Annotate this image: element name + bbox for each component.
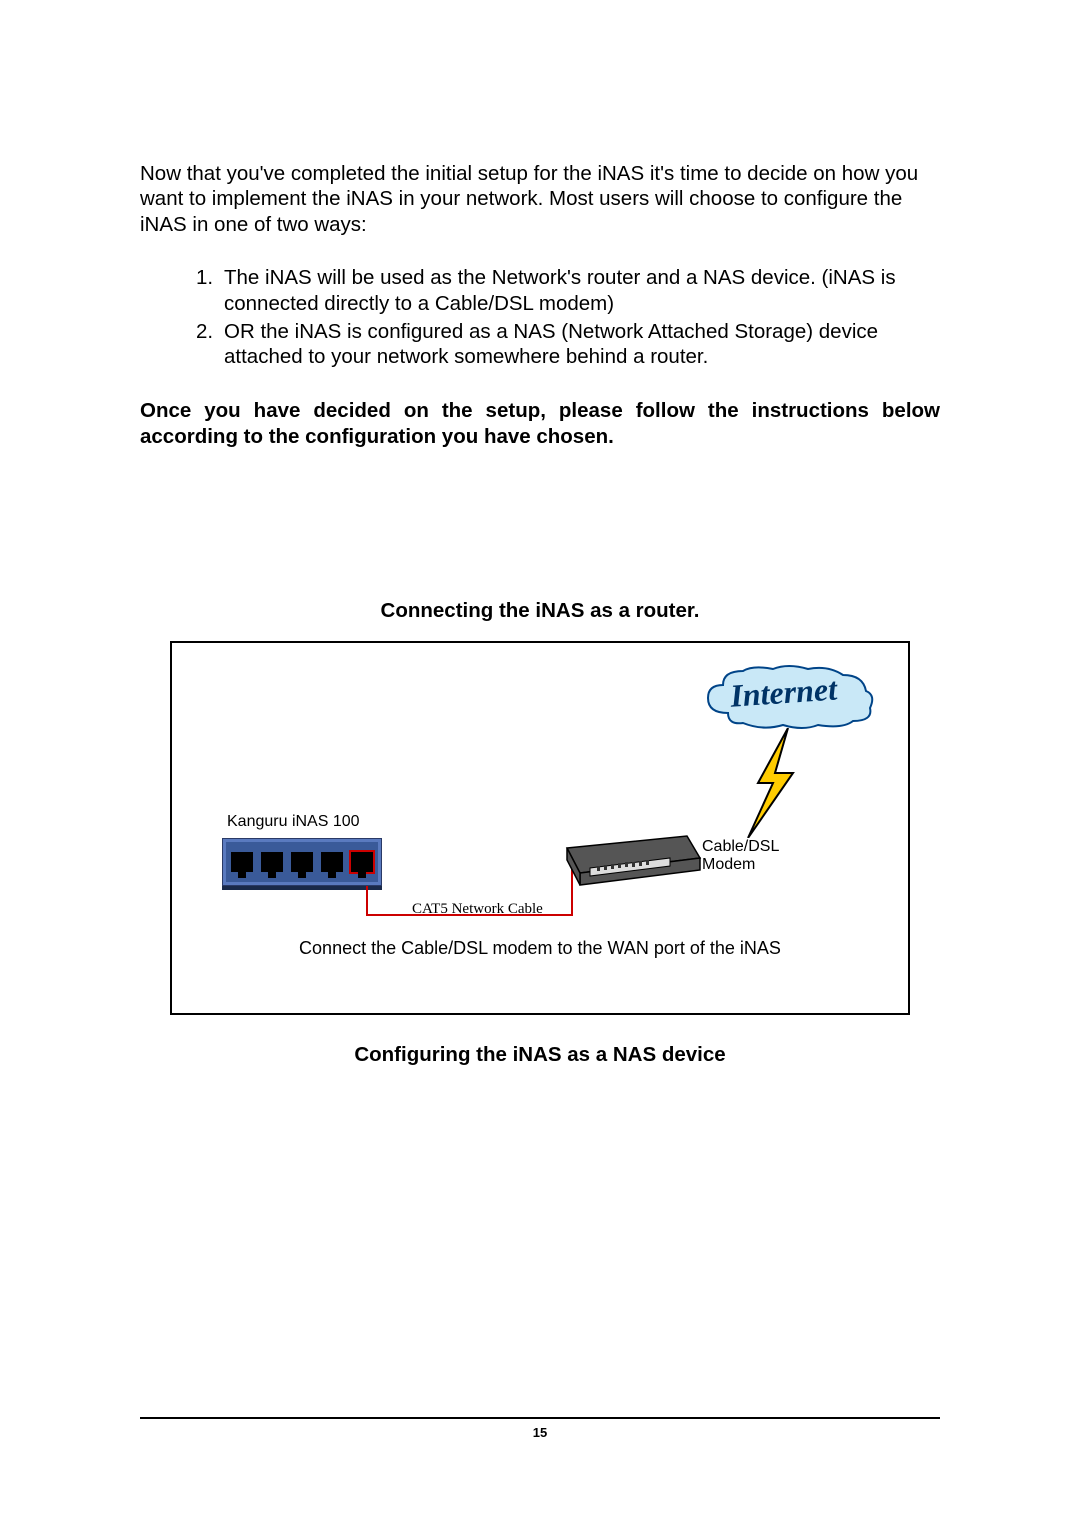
list-item: 1. The iNAS will be used as the Network'… bbox=[196, 265, 940, 316]
section-title-router: Connecting the iNAS as a router. bbox=[140, 599, 940, 623]
bold-instruction: Once you have decided on the setup, plea… bbox=[140, 398, 940, 449]
page-number: 15 bbox=[140, 1425, 940, 1440]
cable-label: CAT5 Network Cable bbox=[412, 901, 543, 918]
modem-label: Cable/DSL Modem bbox=[702, 838, 779, 874]
footer-rule bbox=[140, 1417, 940, 1419]
list-number: 1. bbox=[196, 265, 224, 316]
list-text: The iNAS will be used as the Network's r… bbox=[224, 265, 940, 316]
diagram-caption: Connect the Cable/DSL modem to the WAN p… bbox=[172, 938, 908, 959]
modem-icon bbox=[552, 828, 702, 888]
connection-diagram: Internet Kanguru iNAS 100 CAT5 Network C… bbox=[170, 641, 910, 1015]
page-footer: 15 bbox=[140, 1417, 940, 1440]
intro-paragraph: Now that you've completed the initial se… bbox=[140, 161, 940, 238]
list-number: 2. bbox=[196, 319, 224, 370]
list-text: OR the iNAS is configured as a NAS (Netw… bbox=[224, 319, 940, 370]
section-title-nas: Configuring the iNAS as a NAS device bbox=[140, 1043, 940, 1067]
list-item: 2. OR the iNAS is configured as a NAS (N… bbox=[196, 319, 940, 370]
config-options-list: 1. The iNAS will be used as the Network'… bbox=[196, 265, 940, 370]
